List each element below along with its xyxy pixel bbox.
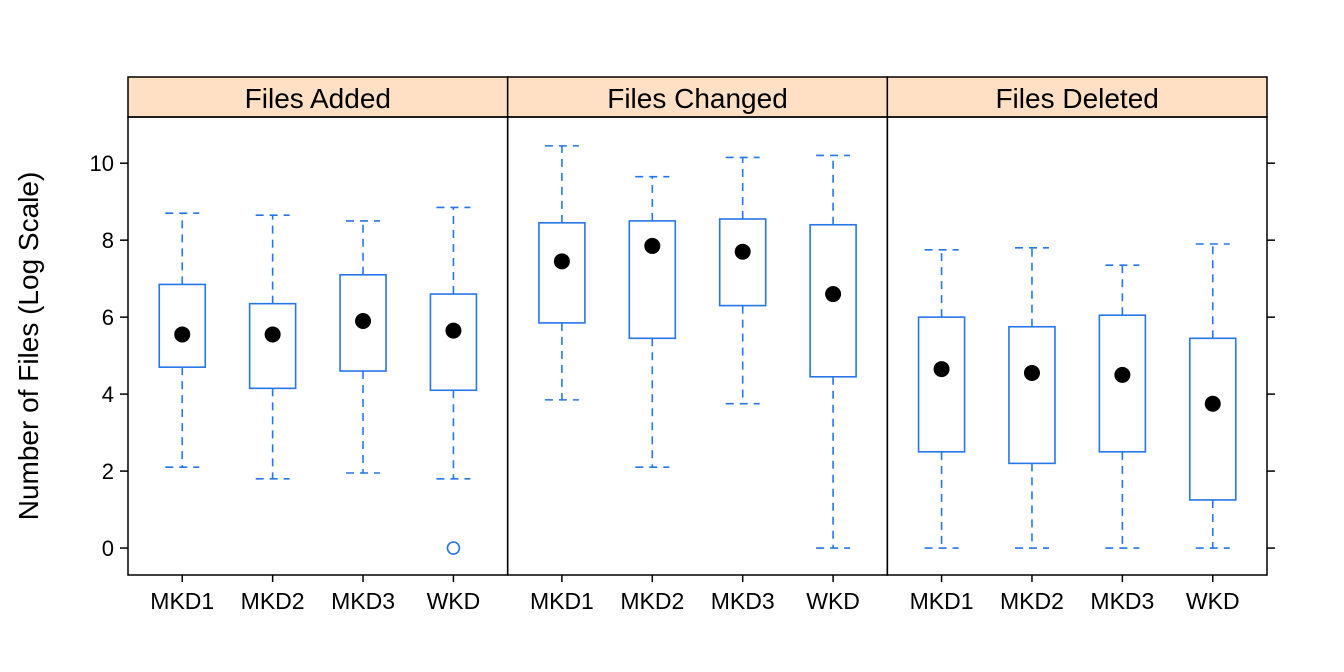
y-tick-label: 2 — [102, 459, 114, 484]
box-mkd2 — [1008, 247, 1056, 549]
box-wkd — [809, 154, 857, 549]
box-iqr — [158, 283, 207, 368]
median-dot — [174, 326, 191, 343]
outlier-point — [446, 541, 461, 555]
y-tick-label: 6 — [102, 305, 114, 330]
median-dot — [644, 237, 661, 254]
x-tick-label: MKD2 — [241, 588, 305, 614]
box-mkd2 — [628, 175, 677, 469]
panel-title: Files Added — [245, 83, 391, 114]
y-axis-label: Number of Files (Log Scale) — [13, 172, 44, 521]
box-iqr — [248, 302, 297, 390]
box-mkd1 — [917, 248, 966, 549]
panel-strip — [127, 76, 509, 118]
x-tick-label: WKD — [427, 588, 481, 614]
box-wkd — [429, 206, 478, 555]
box-iqr — [1008, 325, 1056, 465]
box-iqr — [917, 316, 966, 453]
median-dot — [1023, 364, 1040, 381]
median-dot — [445, 322, 462, 339]
x-tick-label: WKD — [1186, 588, 1240, 614]
x-tick-label: MKD3 — [1090, 588, 1154, 614]
x-tick-label: MKD1 — [150, 588, 214, 614]
panel-2: Files Changed MKD1 MKD2 MKD3 WKD — [506, 76, 889, 614]
box-wkd — [1188, 243, 1237, 549]
box-mkd2 — [248, 214, 297, 480]
panel-title: Files Deleted — [995, 83, 1158, 114]
panels-layer: Files Added MKD1 MKD2 MKD3 WKD Files Changed M… — [127, 76, 1268, 614]
box-mkd1 — [538, 145, 586, 401]
panel-1: Files Added MKD1 MKD2 MKD3 WKD — [127, 76, 509, 614]
x-tick-label: MKD3 — [331, 588, 395, 614]
x-tick-label: WKD — [806, 588, 860, 614]
median-dot — [1114, 366, 1131, 383]
panel-title: Files Changed — [607, 83, 788, 114]
panel-3: Files Deleted MKD1 MKD2 MKD3 WKD — [886, 76, 1268, 614]
y-axis: 0 2 4 6 8 10 — [90, 151, 1275, 561]
x-tick-label: MKD1 — [530, 588, 594, 614]
box-iqr — [1098, 314, 1147, 453]
x-tick-label: MKD3 — [711, 588, 775, 614]
median-dot — [825, 286, 842, 303]
box-iqr — [339, 273, 387, 372]
median-dot — [355, 312, 372, 329]
panel-frame — [886, 116, 1268, 576]
x-tick-label: MKD1 — [910, 588, 974, 614]
median-dot — [1204, 395, 1221, 412]
median-dot — [933, 361, 950, 378]
panel-strip — [886, 76, 1268, 118]
box-mkd1 — [158, 212, 207, 469]
y-tick-label: 0 — [102, 536, 114, 561]
box-mkd3 — [718, 156, 767, 405]
box-iqr — [1188, 337, 1237, 501]
median-dot — [734, 243, 751, 260]
box-iqr — [538, 222, 586, 324]
box-iqr — [718, 218, 767, 307]
box-mkd3 — [1098, 264, 1147, 549]
box-iqr — [429, 293, 478, 392]
y-tick-label: 4 — [102, 382, 114, 407]
median-dot — [264, 326, 281, 343]
median-dot — [553, 253, 570, 270]
y-tick-label: 8 — [102, 228, 114, 253]
panel-strip — [506, 76, 889, 118]
x-tick-label: MKD2 — [620, 588, 684, 614]
box-mkd3 — [339, 220, 387, 474]
y-tick-label: 10 — [90, 151, 114, 176]
x-tick-label: MKD2 — [1000, 588, 1064, 614]
